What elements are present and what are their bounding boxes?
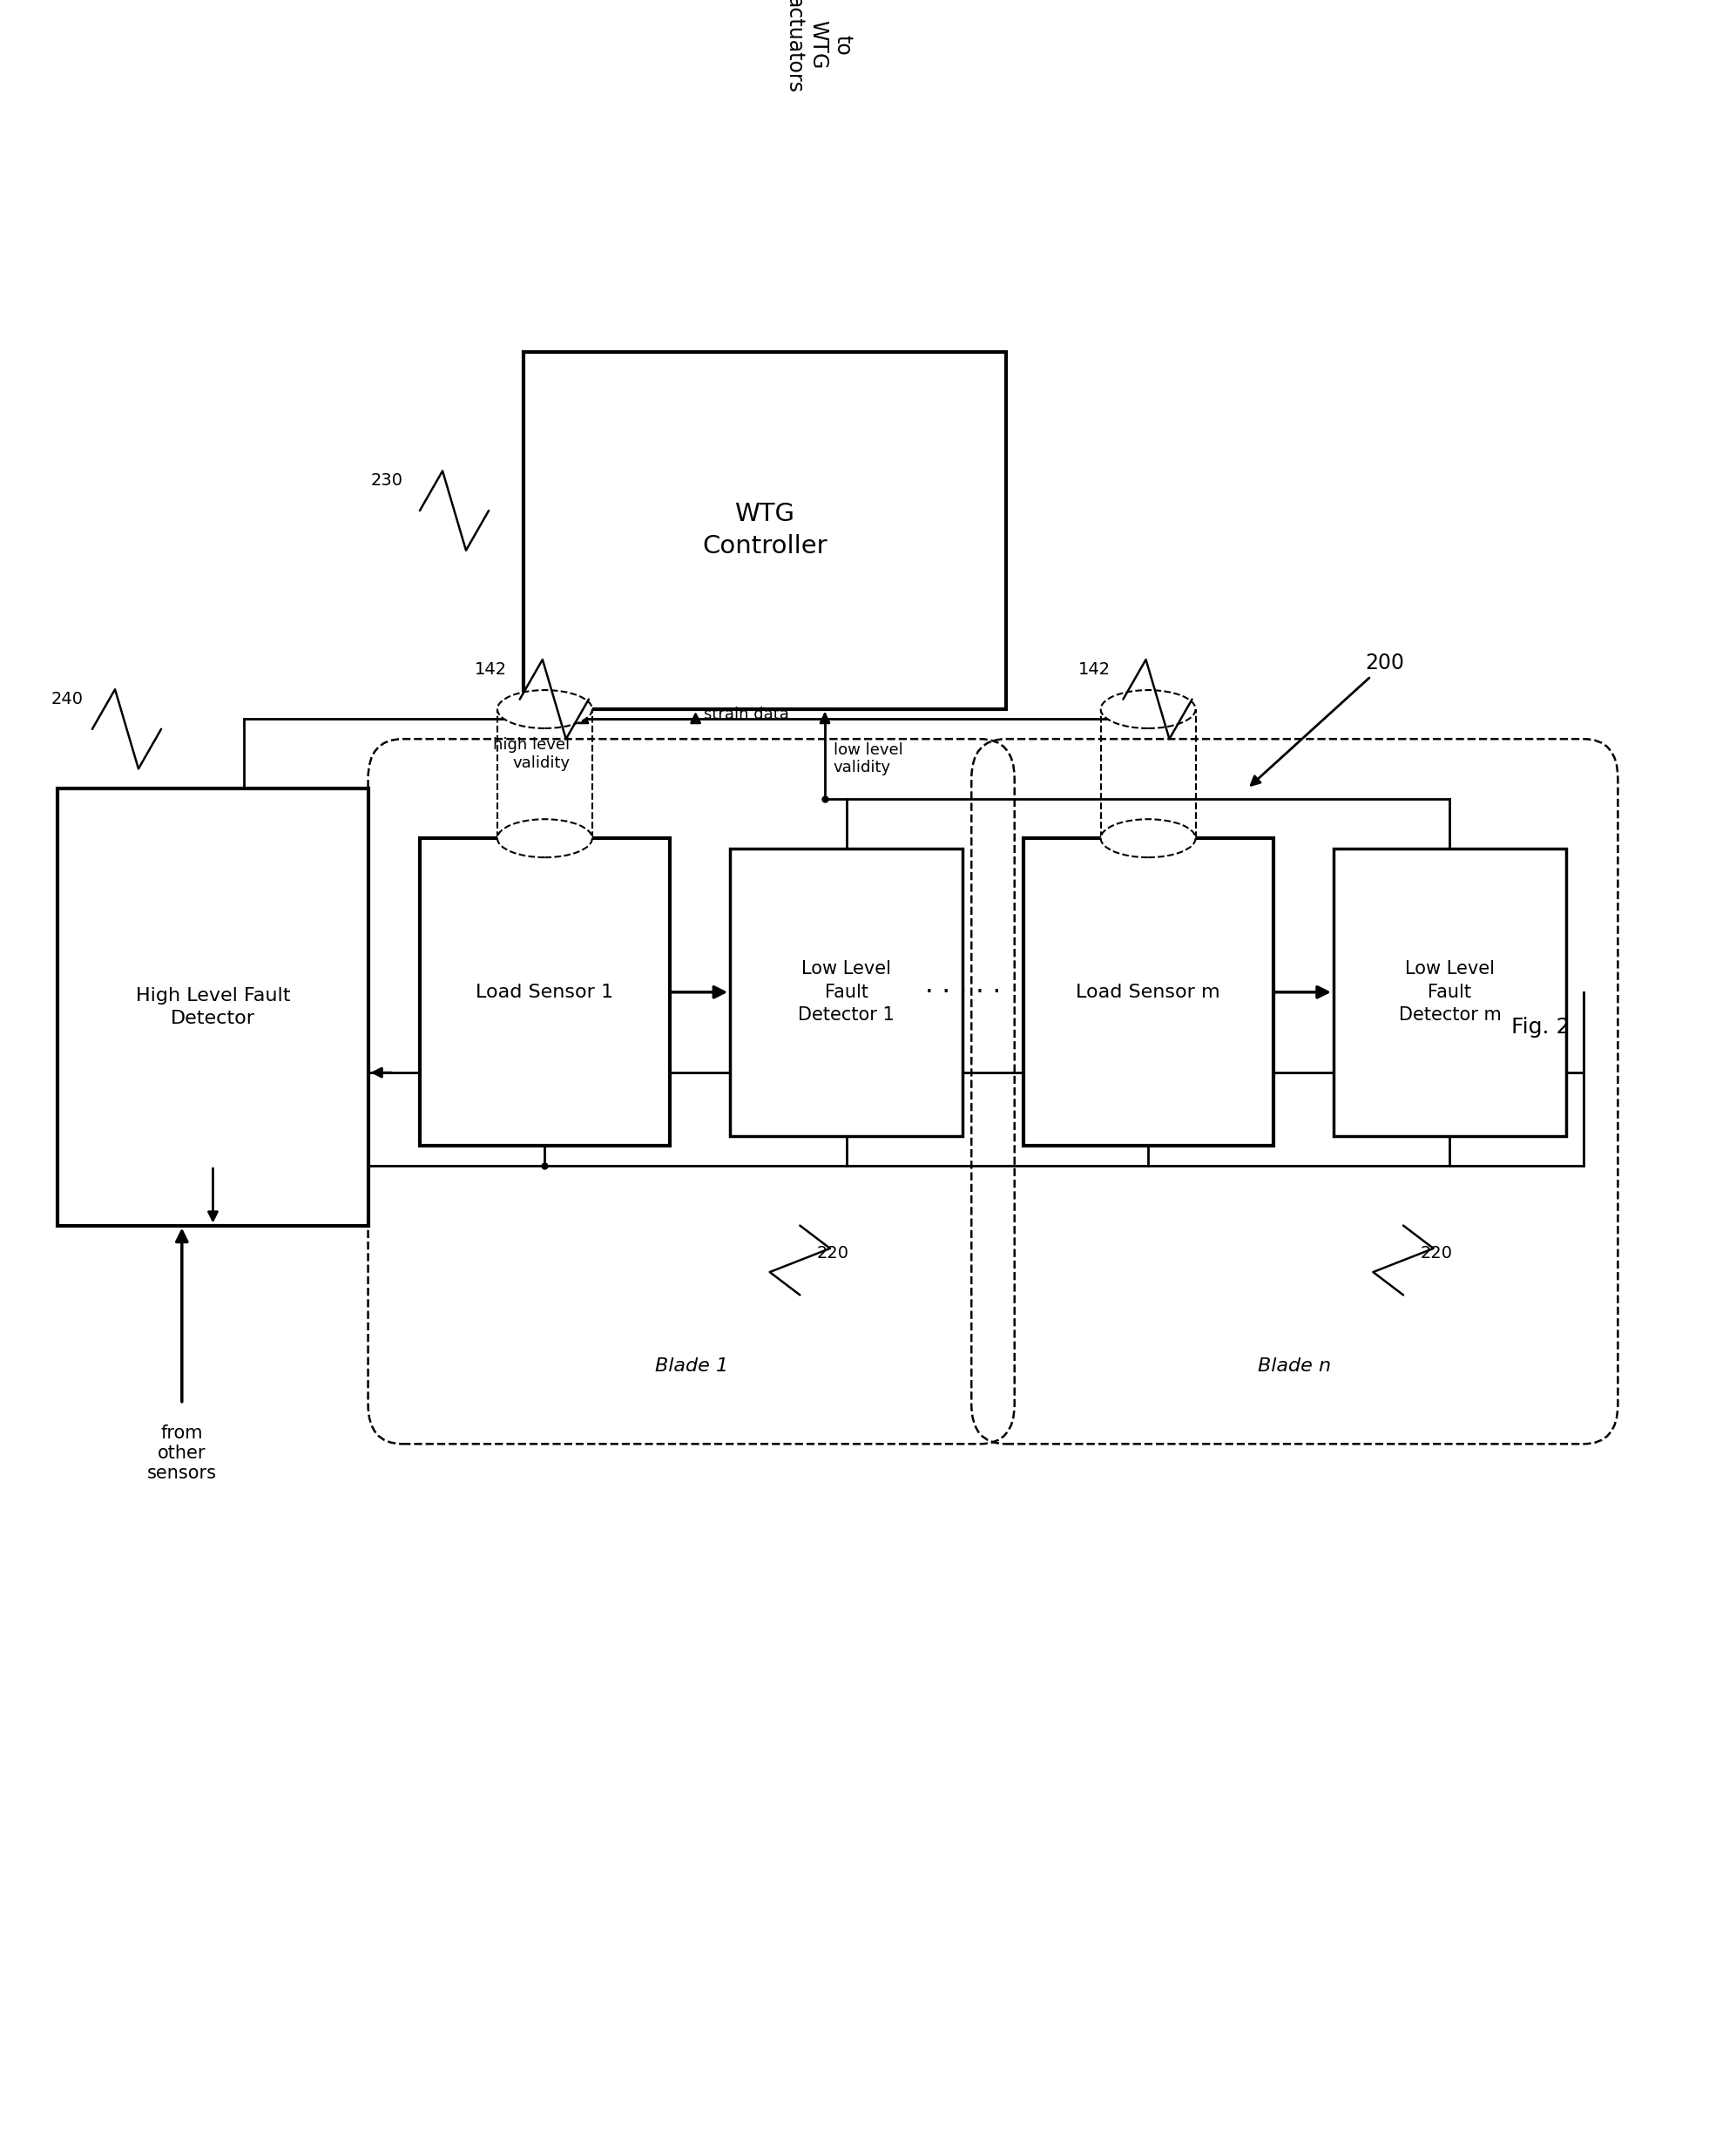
FancyBboxPatch shape (523, 352, 1005, 710)
Text: 200: 200 (1252, 652, 1404, 785)
Text: 142: 142 (1078, 661, 1111, 678)
Ellipse shape (496, 691, 592, 729)
Text: WTG
Controller: WTG Controller (701, 502, 826, 558)
FancyBboxPatch shape (1023, 839, 1272, 1145)
Text: to
WTG
actuators: to WTG actuators (783, 0, 852, 94)
Text: Low Level
Fault
Detector 1: Low Level Fault Detector 1 (799, 961, 894, 1023)
Ellipse shape (1101, 691, 1196, 729)
FancyBboxPatch shape (1333, 847, 1566, 1137)
Text: High Level Fault
Detector: High Level Fault Detector (135, 987, 290, 1027)
FancyBboxPatch shape (57, 789, 368, 1225)
FancyBboxPatch shape (731, 847, 963, 1137)
Text: Load Sensor m: Load Sensor m (1076, 982, 1220, 1002)
Text: Low Level
Fault
Detector m: Low Level Fault Detector m (1399, 961, 1502, 1023)
Text: 230: 230 (370, 472, 403, 489)
FancyBboxPatch shape (420, 839, 670, 1145)
Ellipse shape (496, 819, 592, 858)
Text: Blade 1: Blade 1 (654, 1358, 727, 1375)
Text: strain data: strain data (705, 706, 790, 723)
Text: high level
validity: high level validity (493, 738, 569, 770)
Text: Fig. 2: Fig. 2 (1510, 1017, 1569, 1038)
Text: 142: 142 (476, 661, 507, 678)
Ellipse shape (1101, 819, 1196, 858)
Text: 220: 220 (818, 1246, 849, 1261)
Text: Load Sensor 1: Load Sensor 1 (476, 982, 613, 1002)
Text: 220: 220 (1420, 1246, 1453, 1261)
Text: 240: 240 (52, 691, 83, 708)
Text: Blade n: Blade n (1259, 1358, 1332, 1375)
Text: · · · · ·: · · · · · (925, 980, 1000, 1006)
Text: from
other
sensors: from other sensors (148, 1424, 217, 1482)
Text: low level
validity: low level validity (833, 742, 903, 776)
